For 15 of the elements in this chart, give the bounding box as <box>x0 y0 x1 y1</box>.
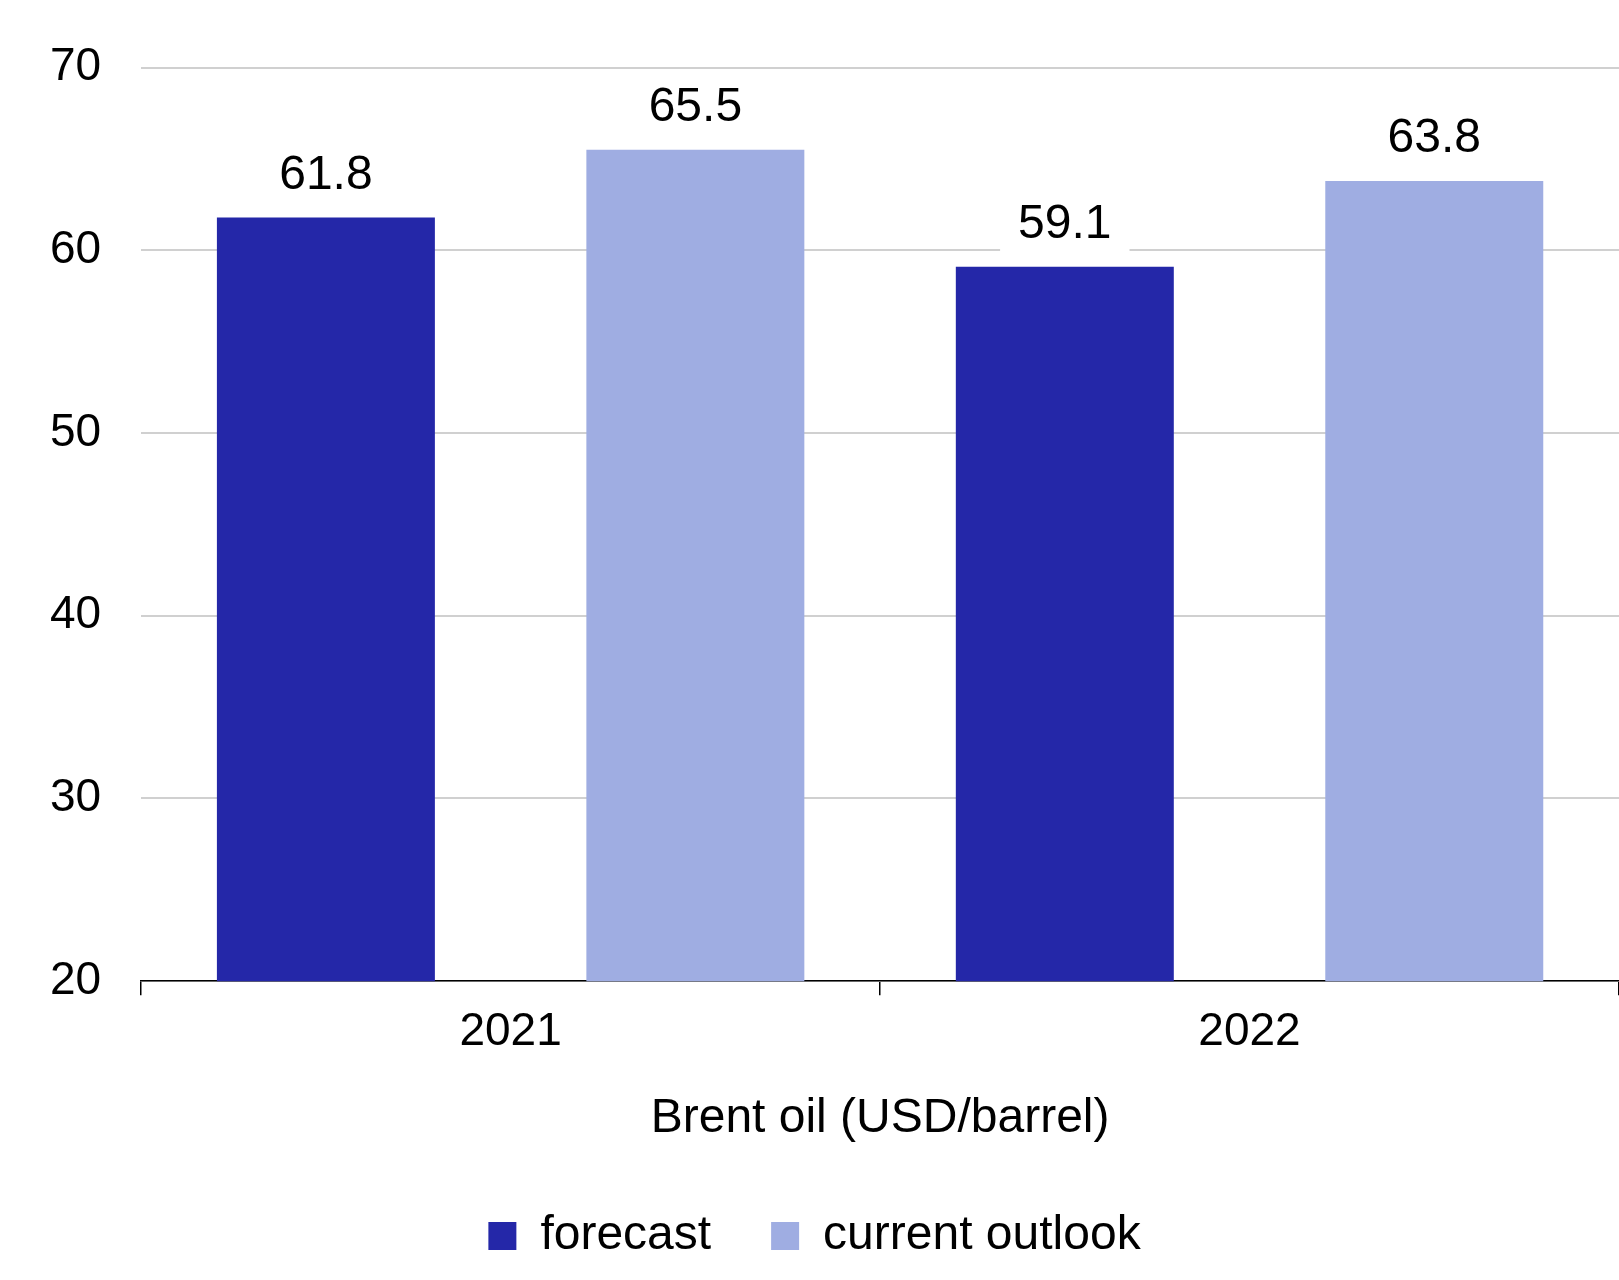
x-tick-label: 2021 <box>459 1003 562 1056</box>
x-tick-label: 2022 <box>1198 1003 1301 1056</box>
y-tick-label: 70 <box>49 38 102 91</box>
data-label: 59.1 <box>1018 195 1112 248</box>
y-tick-label: 50 <box>49 403 102 456</box>
data-label: 65.5 <box>648 78 743 132</box>
data-label: 63.8 <box>1387 109 1481 163</box>
y-tick-label: 20 <box>49 951 102 1004</box>
data-label: 61.8 <box>279 145 373 199</box>
legend-label: forecast <box>540 1206 712 1260</box>
y-tick-label: 30 <box>49 769 102 822</box>
y-tick-label: 60 <box>49 221 102 274</box>
legend-label: current outlook <box>823 1206 1142 1260</box>
x-axis-title: Brent oil (USD/barrel) <box>650 1089 1110 1143</box>
y-tick-label: 40 <box>49 586 102 639</box>
